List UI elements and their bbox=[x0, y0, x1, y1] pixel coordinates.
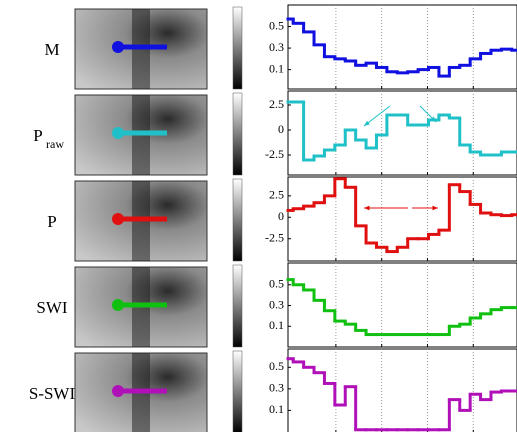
row-label: S-SWI bbox=[29, 384, 76, 403]
plot-frame bbox=[287, 4, 517, 90]
row-label-sub: raw bbox=[46, 137, 64, 151]
profile-start bbox=[112, 41, 124, 53]
colorbar bbox=[232, 178, 243, 262]
profile-start bbox=[112, 299, 124, 311]
y-tick-label: 0.5 bbox=[269, 277, 284, 291]
profile-start bbox=[112, 385, 124, 397]
row-label: P bbox=[47, 212, 56, 231]
arrow-head bbox=[364, 120, 370, 126]
colorbar bbox=[232, 350, 243, 432]
row-label: SWI bbox=[36, 298, 68, 317]
plot-frame bbox=[287, 90, 517, 176]
y-tick-label: 0.3 bbox=[269, 40, 284, 54]
y-tick-label: 0.5 bbox=[269, 18, 284, 32]
row-label: M bbox=[44, 40, 59, 59]
colorbar bbox=[232, 264, 243, 348]
y-tick-label: 0.1 bbox=[269, 318, 284, 332]
y-tick-label: 0 bbox=[278, 122, 284, 136]
y-tick-label: 0.3 bbox=[269, 381, 284, 395]
row-label: P bbox=[33, 126, 42, 145]
arrow-head bbox=[432, 205, 438, 211]
colorbar bbox=[232, 6, 243, 90]
y-tick-label: 0.1 bbox=[269, 402, 284, 416]
plot-frame bbox=[287, 262, 517, 348]
y-tick-label: 0.1 bbox=[269, 61, 284, 75]
y-tick-label: -2.5 bbox=[265, 147, 284, 161]
y-tick-label: 2.5 bbox=[269, 188, 284, 202]
plot-frame bbox=[287, 348, 517, 432]
y-tick-label: 2.5 bbox=[269, 97, 284, 111]
y-tick-label: 0 bbox=[278, 209, 284, 223]
y-tick-label: -2.5 bbox=[265, 230, 284, 244]
y-tick-label: 0.3 bbox=[269, 297, 284, 311]
colorbar bbox=[232, 92, 243, 176]
profile-start bbox=[112, 127, 124, 139]
arrow-head bbox=[430, 116, 436, 122]
plot-frame bbox=[287, 176, 517, 262]
arrow-head bbox=[364, 205, 370, 211]
y-tick-label: 0.5 bbox=[269, 359, 284, 373]
profile-start bbox=[112, 213, 124, 225]
